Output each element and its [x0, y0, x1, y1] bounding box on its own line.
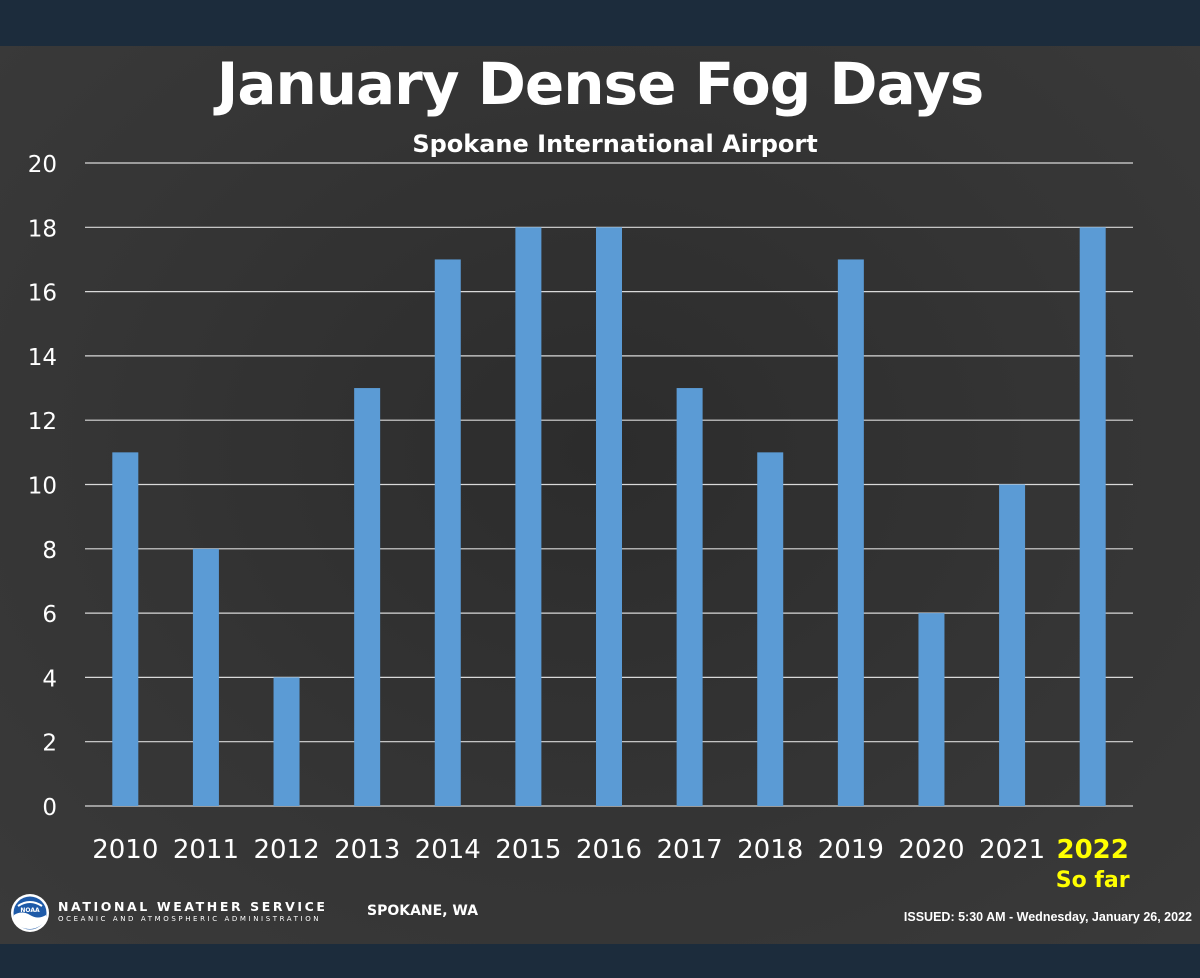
- x-tick-label: 2020: [898, 835, 964, 865]
- bar: [918, 613, 945, 806]
- bar: [515, 227, 542, 807]
- bar: [837, 259, 864, 806]
- y-tick-label: 8: [42, 538, 57, 564]
- top-band: [0, 0, 1200, 46]
- agency-subname: OCEANIC AND ATMOSPHERIC ADMINISTRATION: [58, 915, 322, 923]
- bar: [112, 452, 139, 806]
- y-tick-label: 10: [28, 474, 57, 500]
- bar: [354, 388, 381, 806]
- y-tick-label: 4: [42, 666, 57, 692]
- x-tick-label: 2019: [818, 835, 884, 865]
- bar: [434, 259, 461, 806]
- agency-name: NATIONAL WEATHER SERVICE: [58, 899, 328, 914]
- x-tick-label: 2022: [1057, 835, 1129, 865]
- x-tick-label: 2013: [334, 835, 400, 865]
- x-tick-label: 2016: [576, 835, 642, 865]
- office-location: SPOKANE, WA: [367, 903, 479, 919]
- chart-subtitle: Spokane International Airport: [412, 130, 818, 158]
- x-tick-label: 2017: [657, 835, 723, 865]
- y-tick-label: 2: [42, 731, 57, 757]
- bar: [999, 484, 1026, 806]
- x-tick-label: 2021: [979, 835, 1045, 865]
- issued-timestamp: ISSUED: 5:30 AM - Wednesday, January 26,…: [903, 910, 1192, 924]
- bar: [273, 677, 300, 806]
- x-tick-label: 2014: [415, 835, 481, 865]
- noaa-logo-icon: NOAA: [11, 894, 49, 932]
- y-tick-label: 6: [42, 602, 57, 628]
- x-tick-label: 2018: [737, 835, 803, 865]
- noaa-logo-text: NOAA: [20, 907, 40, 914]
- y-tick-label: 12: [28, 409, 57, 435]
- bar: [192, 548, 219, 806]
- y-tick-label: 16: [28, 281, 57, 307]
- y-tick-label: 20: [28, 152, 57, 178]
- y-tick-label: 14: [28, 345, 57, 371]
- y-tick-label: 0: [42, 795, 57, 821]
- bar: [596, 227, 622, 807]
- chart-title: January Dense Fog Days: [216, 50, 985, 118]
- x-tick-label: 2012: [253, 835, 319, 865]
- bar: [1079, 227, 1106, 807]
- bottom-band: [0, 944, 1200, 978]
- x-tick-label: 2015: [495, 835, 561, 865]
- x-tick-label: 2010: [92, 835, 158, 865]
- bar: [757, 452, 784, 806]
- bar: [676, 388, 703, 806]
- y-tick-label: 18: [28, 216, 57, 242]
- x-tick-label: 2011: [173, 835, 239, 865]
- x-tick-note: So far: [1056, 868, 1130, 893]
